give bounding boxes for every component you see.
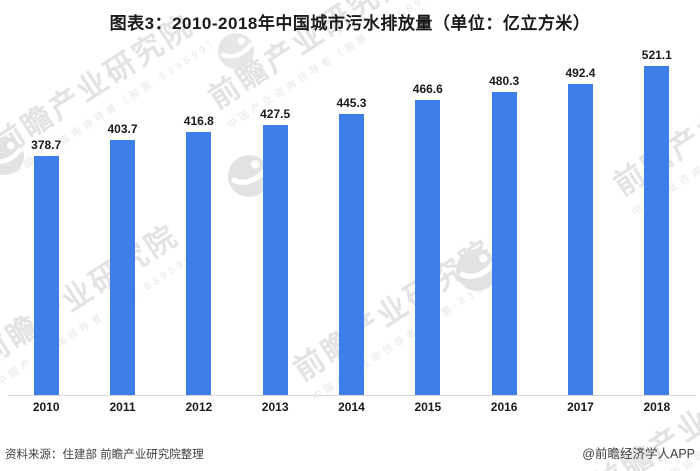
x-axis-label-2012: 2012 xyxy=(185,400,213,414)
x-axis-label-2010: 2010 xyxy=(32,400,60,414)
bar-2012 xyxy=(186,131,212,395)
bar-value-label: 427.5 xyxy=(260,107,291,122)
bar-column-2011: 403.7 xyxy=(84,122,160,395)
bar-2015 xyxy=(415,100,441,395)
bar-column-2015: 466.6 xyxy=(390,82,466,395)
bar-2010 xyxy=(33,155,59,395)
bar-column-2010: 378.7 xyxy=(8,138,84,395)
bar-2018 xyxy=(644,66,670,395)
x-axis-label-2017: 2017 xyxy=(567,400,594,414)
bar-2017 xyxy=(567,84,593,395)
x-axis-label-2014: 2014 xyxy=(338,400,365,414)
bar-2013 xyxy=(262,125,288,395)
bar-column-2012: 416.8 xyxy=(161,114,237,395)
bar-value-label: 492.4 xyxy=(565,66,596,81)
chart-title: 图表3：2010-2018年中国城市污水排放量（单位：亿立方米） xyxy=(109,14,591,33)
source-note: 资料来源：住建部 前瞻产业研究院整理 xyxy=(5,449,204,461)
x-axis-label-2013: 2013 xyxy=(261,400,289,414)
x-axis-label-2018: 2018 xyxy=(643,400,671,414)
bar-2011 xyxy=(109,140,135,395)
bar-value-label: 521.1 xyxy=(641,48,672,62)
bar-value-label: 416.8 xyxy=(183,113,214,128)
app-credit: @前瞻经济学人APP xyxy=(582,447,695,461)
x-axis-label-2015: 2015 xyxy=(414,400,442,414)
chart-footer: 资料来源：住建部 前瞻产业研究院整理 @前瞻经济学人APP xyxy=(5,443,695,462)
x-axis-line xyxy=(8,395,696,396)
bar-column-2014: 445.3 xyxy=(313,96,389,395)
bar-value-label: 480.3 xyxy=(489,73,520,88)
bar-column-2018: 521.1 xyxy=(619,48,695,395)
bar-column-2016: 480.3 xyxy=(466,74,542,395)
bar-value-label: 466.6 xyxy=(412,82,443,97)
bar-2014 xyxy=(338,113,364,395)
plot-area: 378.7 403.7 416.8 427.5 445.3 466.6 480.3 492.4… xyxy=(8,39,695,395)
bar-value-label: 378.7 xyxy=(31,137,62,152)
x-axis-label-2011: 2011 xyxy=(109,400,136,414)
bar-column-2013: 427.5 xyxy=(237,107,313,395)
x-axis-label-2016: 2016 xyxy=(490,400,518,414)
bar-2016 xyxy=(491,91,517,395)
bar-value-label: 403.7 xyxy=(107,122,138,137)
bar-column-2017: 492.4 xyxy=(542,66,618,395)
x-axis-labels: 2010 2011 2012 2013 2014 2015 2016 2017 2018 xyxy=(8,400,695,414)
bar-value-label: 445.3 xyxy=(336,95,367,110)
